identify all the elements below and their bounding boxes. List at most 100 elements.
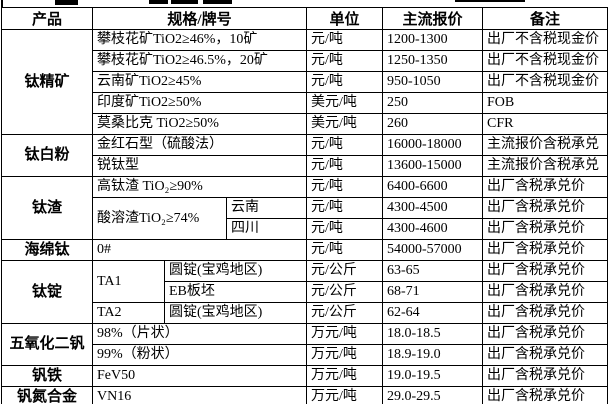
table-row: 钒铁 FeV50 万元/吨 19.0-19.5 出厂含税承兑价 — [1, 365, 609, 387]
clipped-row-fragment — [1, 0, 3, 7]
unit-cell: 元/公斤 — [306, 281, 384, 303]
unit-cell: 元/吨 — [306, 155, 384, 177]
table-row: 印度矿TiO2≥50% 美元/吨 250 FOB — [2, 92, 609, 114]
note-cell: 主流报价含税承兑 — [482, 134, 609, 156]
price-cell: 13600-15000 — [382, 155, 484, 177]
note-cell: 出厂含税承兑价 — [482, 239, 609, 261]
spec-grade-cell: TA1 — [92, 260, 165, 303]
table-row: 钛锭 TA1 圆锭(宝鸡地区) 元/公斤 63-65 出厂含税承兑价 — [1, 260, 609, 324]
price-cell: 1250-1350 — [382, 50, 484, 72]
spec-cell: 0# — [91, 239, 308, 261]
table-row: 云南矿TiO2≥45% 元/吨 950-1050 出厂不含税现金价 — [2, 71, 609, 93]
table-row: 钒氮合金 VN16 万元/吨 29.0-29.5 出厂含税承兑价 — [1, 386, 609, 404]
unit-cell: 美元/吨 — [306, 92, 384, 114]
clipped-row-fragment — [171, 0, 198, 4]
header-product: 产品 — [1, 7, 93, 30]
unit-cell: 万元/吨 — [306, 365, 384, 387]
header-unit: 单位 — [306, 7, 384, 30]
spec-cell: 云南矿TiO2≥45% — [91, 71, 308, 93]
clipped-row-fragment — [55, 0, 78, 5]
unit-cell: 元/吨 — [306, 134, 384, 156]
header-row: 产品 规格/牌号 单位 主流报价 备注 — [1, 7, 609, 30]
price-cell: 18.0-18.5 — [382, 323, 484, 345]
note-cell: 出厂含税承兑价 — [482, 218, 609, 240]
note-cell: 出厂含税承兑价 — [482, 281, 609, 303]
note-cell: 出厂不含税现金价 — [482, 71, 609, 93]
spec-cell: 金红石型（硫酸法） — [91, 134, 308, 156]
unit-cell: 元/吨 — [306, 239, 384, 261]
header-spec: 规格/牌号 — [91, 7, 308, 30]
unit-cell: 万元/吨 — [306, 323, 384, 345]
price-cell: 950-1050 — [382, 71, 484, 93]
note-cell: 出厂不含税现金价 — [482, 29, 609, 51]
price-cell: 4300-4600 — [382, 218, 484, 240]
table-row: 莫桑比克 TiO2≥50% 美元/吨 260 CFR — [2, 113, 609, 135]
spec-cell: 攀枝花矿TiO2≥46%，10矿 — [91, 29, 308, 51]
spec-cell: 攀枝花矿TiO2≥46.5%，20矿 — [91, 50, 308, 72]
price-cell: 16000-18000 — [382, 134, 484, 156]
spec-cell: 锐钛型 — [91, 155, 308, 177]
product-cell: 钛白粉 — [1, 134, 93, 177]
unit-cell: 元/公斤 — [306, 260, 384, 282]
spec-cell: 98%（片状） — [91, 323, 308, 345]
price-cell: 260 — [382, 113, 484, 135]
table-row: 钛白粉 金红石型（硫酸法） 元/吨 16000-18000 主流报价含税承兑 — [1, 134, 609, 177]
unit-cell: 元/吨 — [306, 50, 384, 72]
spec-region-cell: 四川 — [225, 218, 308, 240]
unit-cell: 元/吨 — [306, 176, 384, 198]
product-cell: 海绵钛 — [1, 239, 93, 261]
unit-cell: 元/吨 — [306, 71, 384, 93]
note-cell: 出厂含税承兑价 — [482, 197, 609, 219]
table-row: 锐钛型 元/吨 13600-15000 主流报价含税承兑 — [2, 155, 609, 177]
spec-cell: VN16 — [91, 386, 308, 404]
note-cell: 出厂含税承兑价 — [482, 365, 609, 387]
price-cell: 62-64 — [382, 302, 484, 324]
spec-detail-cell: EB板坯 — [163, 281, 308, 303]
note-cell: 出厂含税承兑价 — [482, 386, 609, 404]
price-cell: 18.9-19.0 — [382, 344, 484, 366]
table-row: 99%（粉状） 万元/吨 18.9-19.0 出厂含税承兑价 — [2, 344, 609, 366]
spec-cell: FeV50 — [91, 365, 308, 387]
product-cell: 钒铁 — [1, 365, 93, 387]
price-cell: 4300-4500 — [382, 197, 484, 219]
table-row: 攀枝花矿TiO2≥46.5%，20矿 元/吨 1250-1350 出厂不含税现金… — [2, 50, 609, 72]
note-cell: 出厂含税承兑价 — [482, 176, 609, 198]
note-cell: 出厂含税承兑价 — [482, 302, 609, 324]
note-cell: 出厂含税承兑价 — [482, 344, 609, 366]
table-row: 五氧化二钒 98%（片状） 万元/吨 18.0-18.5 出厂含税承兑价 — [1, 323, 609, 366]
unit-cell: 万元/吨 — [306, 344, 384, 366]
unit-cell: 元/吨 — [306, 197, 384, 219]
unit-cell: 万元/吨 — [306, 386, 384, 404]
note-cell: 出厂含税承兑价 — [482, 323, 609, 345]
spec-cell: 99%（粉状） — [91, 344, 308, 366]
spec-cell: 印度矿TiO2≥50% — [91, 92, 308, 114]
product-cell: 钛锭 — [1, 260, 93, 324]
clipped-row-fragment — [149, 0, 168, 4]
table-row: 钛渣 高钛渣 TiO₂≥90% 元/吨 6400-6600 出厂含税承兑价 — [1, 176, 609, 240]
spec-cell: 莫桑比克 TiO2≥50% — [91, 113, 308, 135]
spec-region-cell: 云南 — [225, 197, 308, 219]
price-cell: 1200-1300 — [382, 29, 484, 51]
product-cell: 钛渣 — [1, 176, 93, 240]
header-price: 主流报价 — [382, 7, 484, 30]
table-row: 海绵钛 0# 元/吨 54000-57000 出厂含税承兑价 — [1, 239, 609, 261]
price-cell: 19.0-19.5 — [382, 365, 484, 387]
product-cell: 钒氮合金 — [1, 386, 93, 404]
unit-cell: 元/吨 — [306, 29, 384, 51]
spec-cell: 高钛渣 TiO₂≥90% — [91, 176, 308, 198]
price-cell: 68-71 — [382, 281, 484, 303]
spec-detail-cell: 圆锭(宝鸡地区) — [163, 302, 308, 324]
product-cell: 五氧化二钒 — [1, 323, 93, 366]
clipped-row-fragment — [455, 0, 525, 2]
note-cell: 出厂不含税现金价 — [482, 50, 609, 72]
table-row: TA2 圆锭(宝鸡地区) 元/公斤 62-64 出厂含税承兑价 — [2, 302, 609, 324]
spec-cell: 酸溶渣TiO₂≥74% — [92, 197, 227, 240]
clipped-row-fragment — [203, 0, 232, 4]
unit-cell: 元/吨 — [306, 218, 384, 240]
product-cell: 钛精矿 — [1, 29, 93, 135]
price-cell: 63-65 — [382, 260, 484, 282]
unit-cell: 美元/吨 — [306, 113, 384, 135]
table-row: 酸溶渣TiO₂≥74% 云南 元/吨 4300-4500 出厂含税承兑价 — [2, 197, 609, 240]
price-cell: 6400-6600 — [382, 176, 484, 198]
